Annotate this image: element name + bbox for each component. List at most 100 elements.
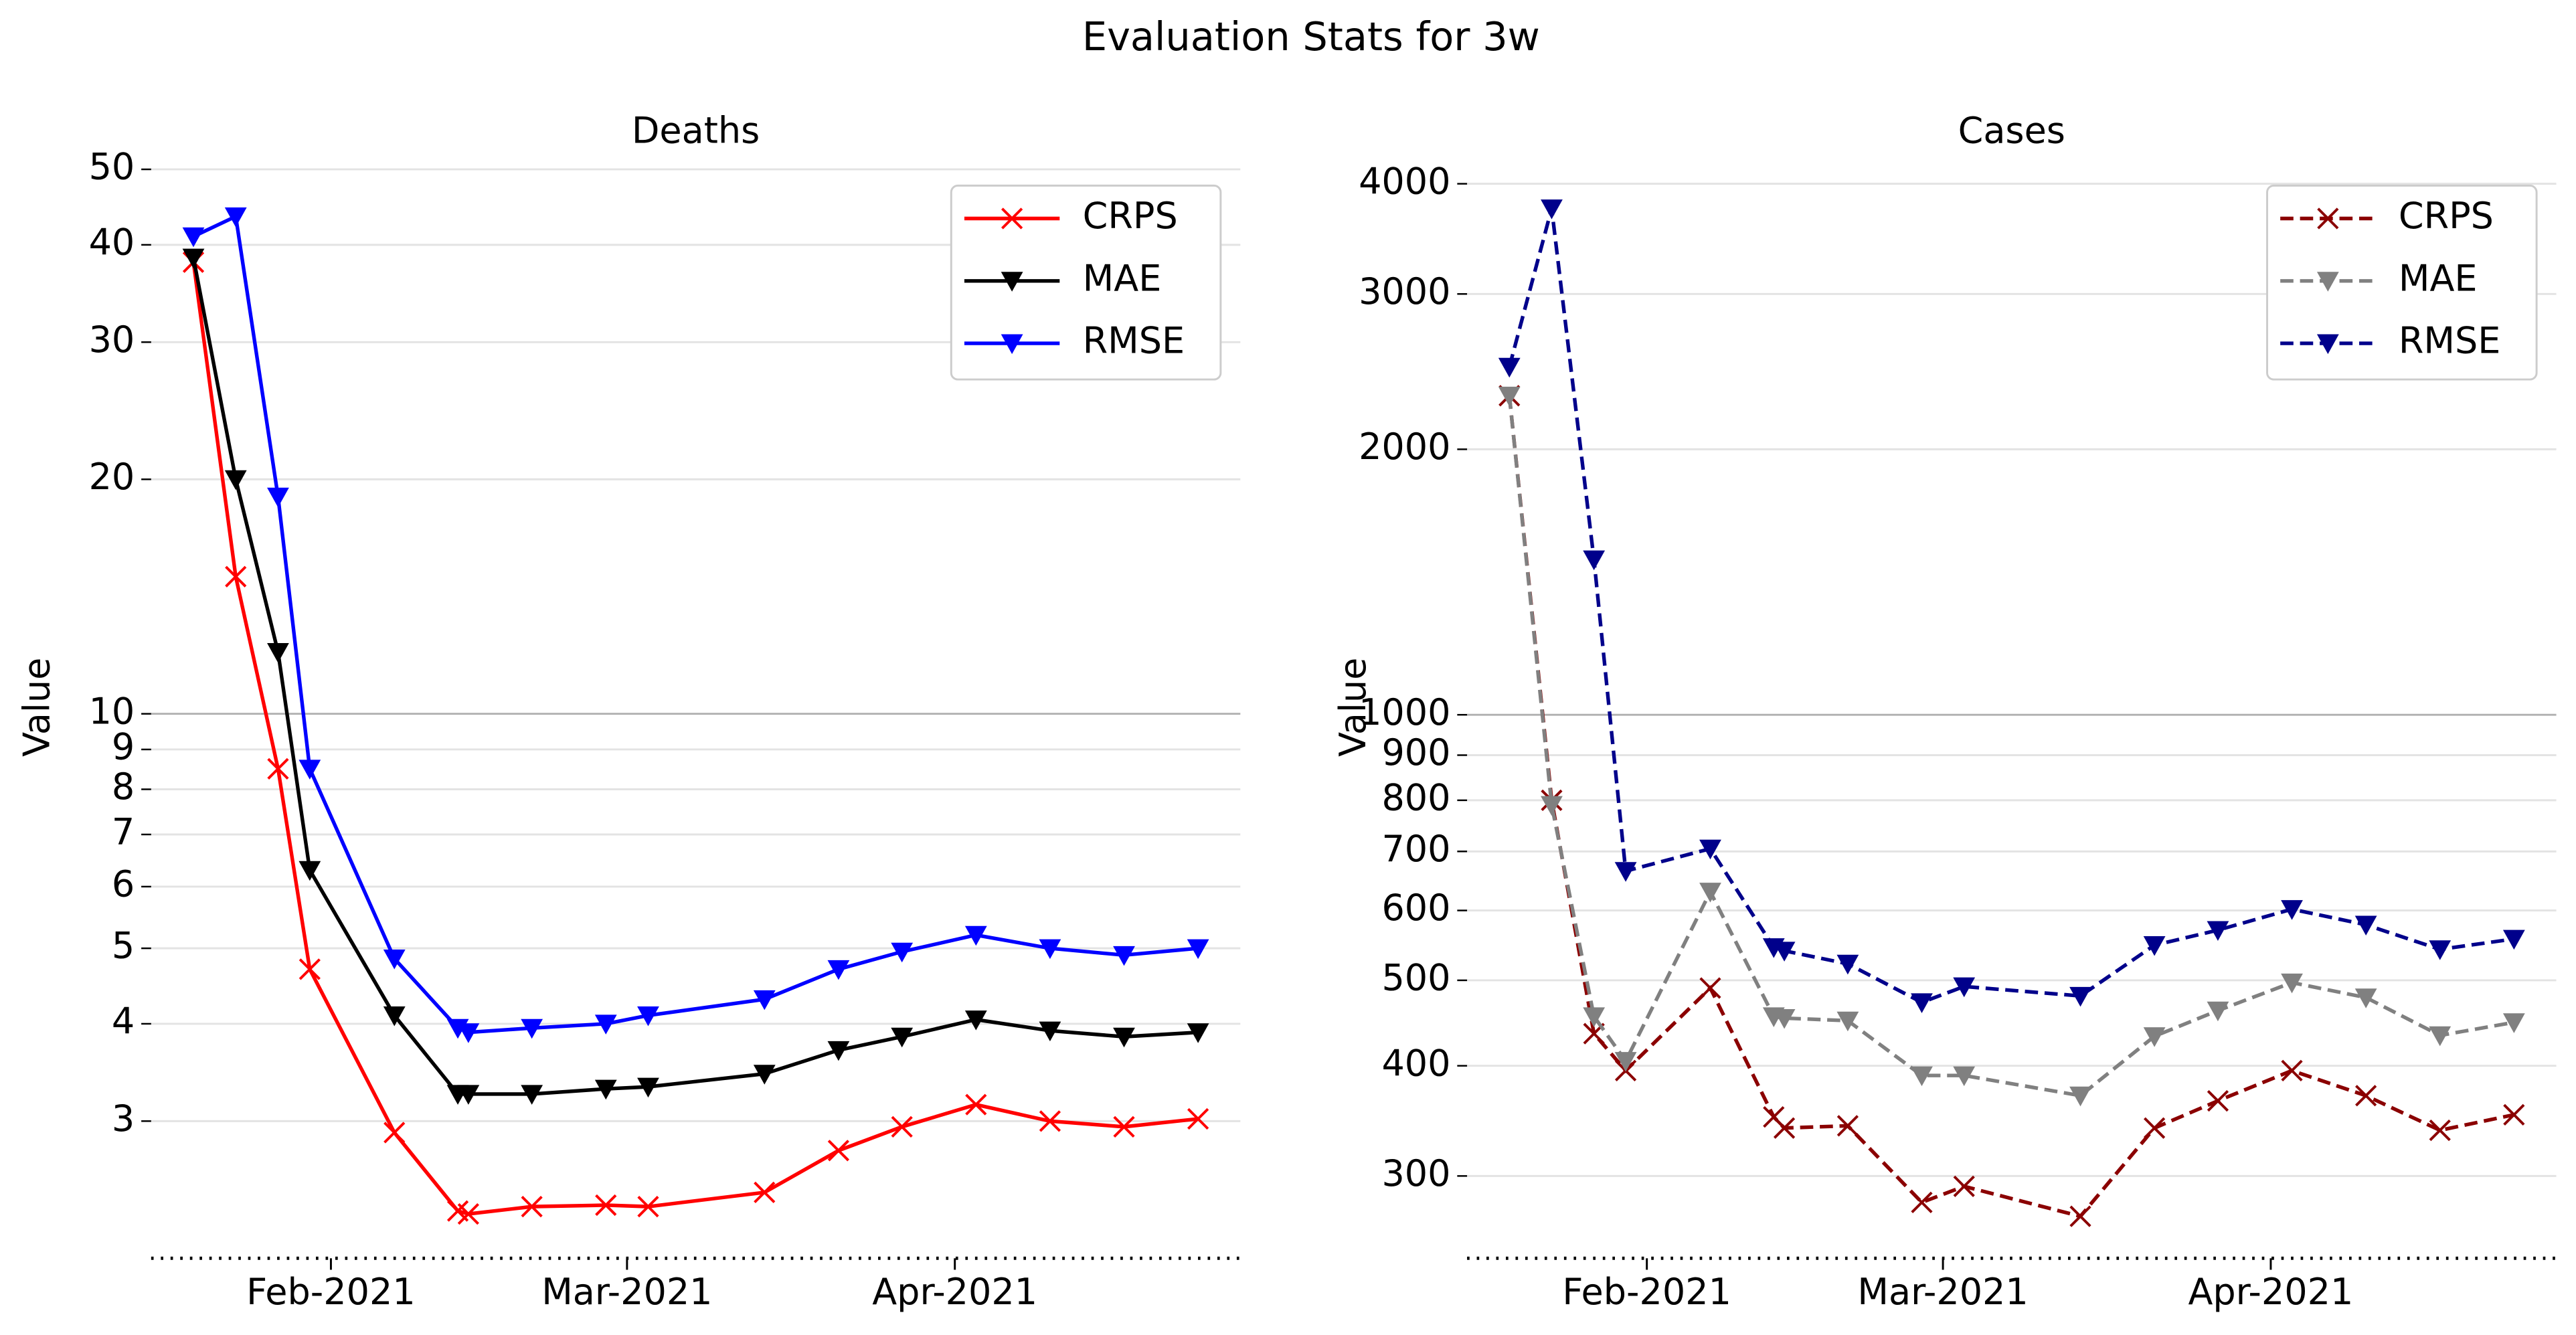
marker bbox=[753, 990, 776, 1010]
y-tick-label: 30 bbox=[89, 319, 135, 361]
y-tick-label: 50 bbox=[89, 146, 135, 188]
marker bbox=[891, 942, 914, 963]
marker bbox=[1001, 334, 1023, 355]
marker bbox=[383, 1006, 406, 1027]
marker bbox=[2354, 988, 2377, 1008]
y-tick-label: 400 bbox=[1381, 1042, 1450, 1084]
marker bbox=[965, 1093, 987, 1116]
marker bbox=[2429, 1119, 2451, 1142]
marker bbox=[1113, 946, 1135, 966]
marker bbox=[2207, 1001, 2229, 1022]
x-tick-label: Apr-2021 bbox=[872, 1271, 1037, 1313]
marker bbox=[1773, 1008, 1796, 1029]
marker bbox=[521, 1018, 543, 1039]
marker bbox=[1113, 1027, 1135, 1048]
y-tick-label: 40 bbox=[89, 221, 135, 264]
marker bbox=[267, 487, 289, 508]
y-tick-label: 300 bbox=[1381, 1152, 1450, 1194]
marker bbox=[2281, 973, 2303, 994]
legend-label: CRPS bbox=[2399, 195, 2494, 237]
marker bbox=[1699, 883, 1721, 903]
marker bbox=[1541, 199, 1563, 219]
marker bbox=[595, 1194, 617, 1217]
marker bbox=[1911, 1066, 1933, 1087]
x-tick-label: Feb-2021 bbox=[246, 1271, 416, 1313]
marker bbox=[521, 1085, 543, 1105]
marker bbox=[2429, 940, 2452, 960]
marker bbox=[594, 1079, 617, 1100]
marker bbox=[1911, 993, 1933, 1013]
marker bbox=[891, 1116, 913, 1138]
marker bbox=[383, 950, 406, 970]
marker bbox=[2502, 1013, 2525, 1033]
marker bbox=[2429, 1026, 2452, 1047]
marker bbox=[754, 1181, 776, 1204]
legend-label: CRPS bbox=[1083, 195, 1178, 237]
y-tick-label: 9 bbox=[112, 726, 135, 768]
series-line bbox=[191, 257, 1199, 1096]
marker bbox=[2281, 1059, 2303, 1081]
marker bbox=[521, 1196, 543, 1218]
marker bbox=[637, 1196, 659, 1218]
y-tick-label: 800 bbox=[1381, 777, 1450, 819]
y-tick-label: 20 bbox=[89, 456, 135, 498]
marker bbox=[2069, 1205, 2091, 1227]
x-tick-label: Mar-2021 bbox=[541, 1271, 712, 1313]
marker bbox=[1953, 977, 1976, 998]
marker bbox=[1187, 1023, 1209, 1043]
marker bbox=[827, 1140, 850, 1162]
figure-title: Evaluation Stats for 3w bbox=[1082, 13, 1540, 60]
y-tick-label: 7 bbox=[112, 811, 135, 853]
marker bbox=[2316, 334, 2339, 355]
marker bbox=[2207, 921, 2229, 941]
subplot-title: Cases bbox=[1958, 109, 2065, 151]
y-tick-label: 8 bbox=[112, 766, 135, 808]
y-tick-label: 3000 bbox=[1359, 270, 1450, 313]
y-tick-label: 500 bbox=[1381, 957, 1450, 999]
x-tick-label: Feb-2021 bbox=[1562, 1271, 1731, 1313]
marker bbox=[2502, 929, 2525, 950]
marker bbox=[267, 643, 289, 663]
marker bbox=[1911, 1191, 1933, 1213]
legend: CRPS MAE RMSE bbox=[950, 184, 1222, 381]
y-tick-label: 6 bbox=[112, 863, 135, 905]
y-tick-label: 1000 bbox=[1359, 691, 1450, 733]
marker bbox=[182, 248, 205, 269]
marker bbox=[2503, 1103, 2525, 1126]
marker bbox=[1113, 1116, 1135, 1138]
marker bbox=[182, 227, 205, 248]
marker bbox=[1953, 1066, 1976, 1087]
marker bbox=[298, 760, 321, 780]
series-line bbox=[1507, 395, 2514, 1219]
marker bbox=[1699, 839, 1721, 860]
marker bbox=[637, 1077, 659, 1098]
marker bbox=[1001, 207, 1023, 230]
marker bbox=[1773, 942, 1796, 962]
y-tick-label: 3 bbox=[112, 1097, 135, 1140]
marker bbox=[1614, 862, 1637, 882]
marker bbox=[1541, 796, 1563, 816]
marker bbox=[827, 1041, 850, 1061]
marker bbox=[1614, 1052, 1637, 1072]
marker bbox=[1039, 1110, 1061, 1132]
marker bbox=[964, 925, 987, 946]
series-line bbox=[191, 262, 1199, 1216]
marker bbox=[1187, 939, 1209, 960]
marker bbox=[1583, 550, 1606, 571]
marker bbox=[594, 1014, 617, 1035]
legend-label: MAE bbox=[1083, 257, 1162, 299]
marker bbox=[1187, 1107, 1209, 1130]
marker bbox=[2069, 1086, 2091, 1107]
marker bbox=[224, 207, 247, 228]
y-tick-label: 10 bbox=[89, 690, 135, 732]
marker bbox=[2281, 900, 2303, 920]
legend: CRPS MAE RMSE bbox=[2266, 184, 2538, 381]
marker bbox=[753, 1065, 776, 1085]
marker bbox=[2354, 915, 2377, 936]
y-tick-label: 4000 bbox=[1359, 160, 1450, 202]
legend-frame bbox=[2266, 184, 2538, 381]
marker bbox=[637, 1006, 659, 1027]
marker bbox=[267, 758, 289, 780]
marker bbox=[298, 861, 321, 881]
